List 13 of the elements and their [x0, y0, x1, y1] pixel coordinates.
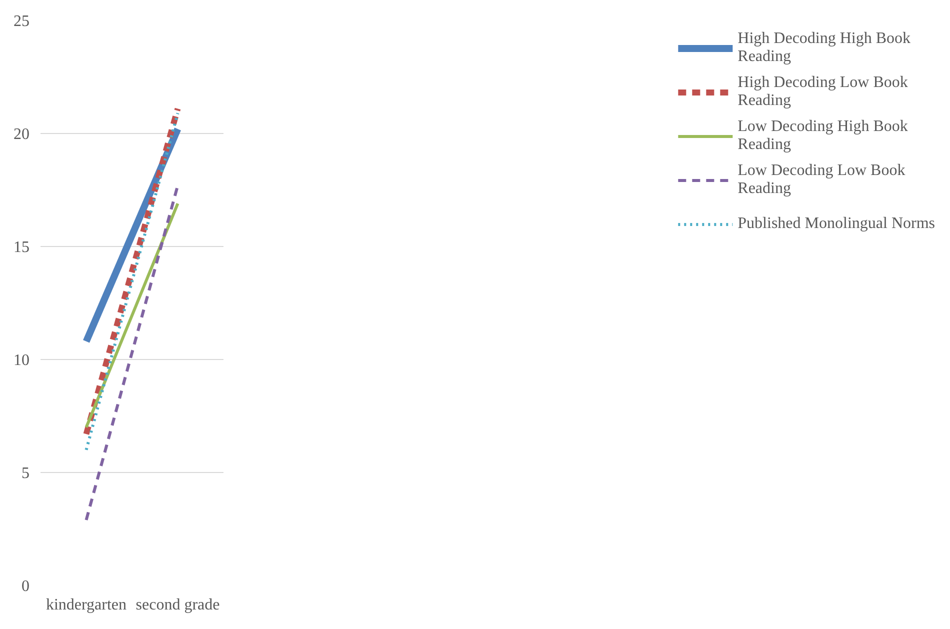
- legend-label: High Decoding High Book Reading: [738, 30, 911, 66]
- y-tick-label: 5: [22, 465, 30, 482]
- y-tick-label: 20: [14, 126, 30, 143]
- x-tick-label: second grade: [136, 596, 220, 614]
- legend-label: High Decoding Low Book Reading: [738, 74, 908, 110]
- legend-label: Published Monolingual Norms: [738, 214, 935, 234]
- y-tick-label: 10: [14, 352, 30, 369]
- y-tick-label: 0: [22, 578, 30, 595]
- legend-label: Low Decoding Low Book Reading: [738, 162, 906, 198]
- y-tick-label: 15: [14, 239, 30, 256]
- y-tick-label: 25: [14, 13, 30, 30]
- x-tick-label: kindergarten: [46, 596, 127, 614]
- legend-label: Low Decoding High Book Reading: [738, 118, 908, 154]
